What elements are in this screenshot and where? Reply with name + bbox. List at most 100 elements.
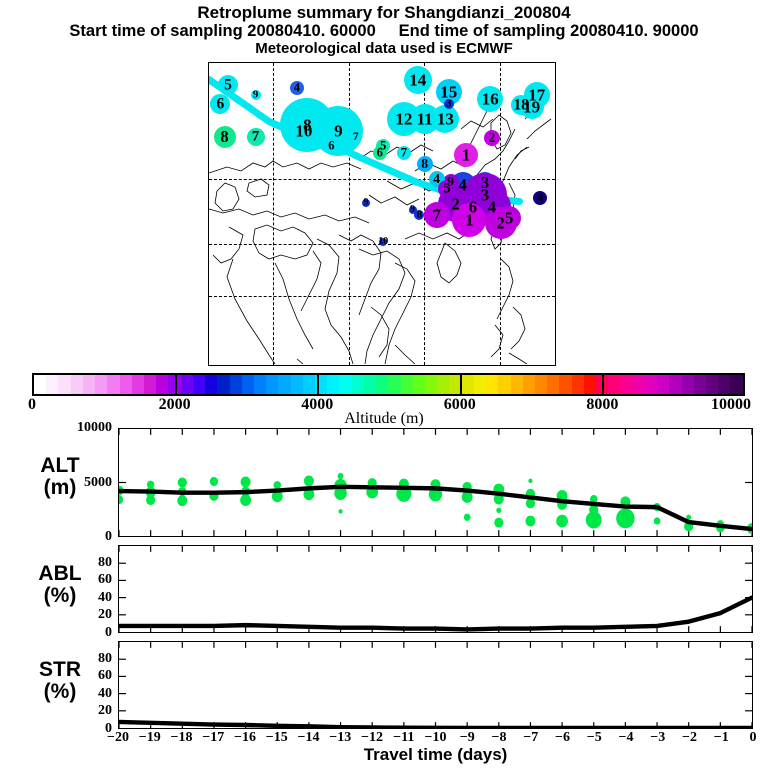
plume-marker-label: 3 xyxy=(480,185,490,205)
alt-axis-label: ALT (m) xyxy=(8,455,112,499)
plume-marker xyxy=(519,94,544,119)
str-label-line2: (%) xyxy=(43,679,77,703)
plume-marker xyxy=(250,89,261,100)
altitude-colorbar[interactable] xyxy=(32,373,745,396)
colorbar-swatch xyxy=(400,375,413,394)
abl-plot-area xyxy=(119,546,752,632)
plume-marker-label: 10 xyxy=(295,121,313,141)
plume-marker-label: 2 xyxy=(488,130,496,146)
x-axis-tick-label: −9 xyxy=(459,730,475,745)
x-axis-tick-label: −18 xyxy=(170,730,193,745)
map-gridline-vertical xyxy=(273,63,275,365)
x-axis-tick-label: −1 xyxy=(713,730,729,745)
colorbar-swatch xyxy=(107,375,120,394)
plume-marker-label: 9 xyxy=(334,121,343,141)
colorbar-swatch xyxy=(608,375,621,394)
colorbar-tick-label: 6000 xyxy=(443,396,476,413)
abl-axis-label: ABL (%) xyxy=(8,563,112,607)
x-axis-tick-label: −7 xyxy=(523,730,539,745)
plume-marker-label: 15 xyxy=(440,82,458,102)
y-axis-tick-label: 5000 xyxy=(84,474,112,490)
plume-marker-label: 8 xyxy=(303,115,312,135)
alt-label-line2: (m) xyxy=(43,475,77,499)
colorbar-separator xyxy=(602,373,605,396)
plume-marker-label: 5 xyxy=(380,138,387,153)
y-axis-tick-label: 0 xyxy=(105,625,112,640)
x-axis-tick-label: −3 xyxy=(650,730,666,745)
plume-marker xyxy=(217,74,238,95)
str-panel[interactable] xyxy=(118,641,753,729)
colorbar-tick-label: 0 xyxy=(28,396,36,413)
colorbar-swatch xyxy=(278,375,291,394)
alt-panel[interactable] xyxy=(118,428,753,537)
colorbar-swatch xyxy=(522,375,535,394)
plume-marker-label: 5 xyxy=(504,208,514,228)
x-axis-tick-label: −13 xyxy=(329,730,352,745)
colorbar-swatch xyxy=(217,375,230,394)
abl-label-line2: (%) xyxy=(43,583,77,607)
plume-marker-label: 1 xyxy=(465,210,474,230)
colorbar-swatch xyxy=(327,375,340,394)
colorbar-swatch xyxy=(547,375,560,394)
colorbar-swatch xyxy=(669,375,682,394)
abl-panel[interactable] xyxy=(118,545,753,633)
retroplume-map[interactable]: 5 6 9 4 8 7 8 10 9 6 7 12 11 13 14 15 3 16 17 18 19 5 6 7 8 2 1 9 10… xyxy=(208,62,556,366)
colorbar-swatch xyxy=(425,375,438,394)
x-axis-tick-label: −15 xyxy=(265,730,288,745)
colorbar-swatch xyxy=(229,375,242,394)
colorbar-swatch xyxy=(437,375,450,394)
plume-marker xyxy=(477,85,504,112)
colorbar-swatch xyxy=(632,375,645,394)
y-axis-tick-label: 0 xyxy=(105,721,112,736)
y-axis-tick-label: 80 xyxy=(98,554,112,570)
y-axis-tick-label: 40 xyxy=(98,589,112,605)
colorbar-swatch xyxy=(143,375,157,394)
colorbar-tick-label: 2000 xyxy=(158,396,191,413)
colorbar-swatch xyxy=(498,375,511,394)
plume-marker-label: 16 xyxy=(481,89,499,109)
y-axis-tick-label: 40 xyxy=(98,685,112,701)
plume-marker-label: 4 xyxy=(458,175,467,195)
colorbar-separator xyxy=(317,373,320,396)
plume-marker-label: 13 xyxy=(436,109,454,129)
colorbar-swatch xyxy=(657,375,670,394)
colorbar-swatch xyxy=(730,375,743,394)
plume-marker-label: 5 xyxy=(224,75,232,93)
plume-marker xyxy=(361,198,370,207)
y-axis-tick-label: 80 xyxy=(98,650,112,666)
plume-marker-label: 8 xyxy=(416,208,423,221)
colorbar-swatch xyxy=(706,375,719,394)
str-plot-area xyxy=(119,642,752,728)
sampling-times: Start time of sampling 20080410. 60000 E… xyxy=(69,22,699,41)
plume-marker-label: 7 xyxy=(432,205,441,225)
x-axis-tick-label: −4 xyxy=(618,730,634,745)
colorbar-swatch xyxy=(266,375,279,394)
colorbar-swatch xyxy=(95,375,108,394)
colorbar-tick-label: 4000 xyxy=(301,396,334,413)
colorbar-swatch xyxy=(302,375,316,394)
colorbar-swatch xyxy=(70,375,83,394)
plume-marker-label: 7 xyxy=(352,129,359,143)
plume-marker-label: 18 xyxy=(513,96,529,114)
colorbar-swatch xyxy=(339,375,352,394)
colorbar-swatch xyxy=(46,375,59,394)
plume-marker-label: 10 xyxy=(378,236,389,248)
alt-plot-area xyxy=(119,429,752,536)
map-overlay: 5 6 9 4 8 7 8 10 9 6 7 12 11 13 14 15 3 16 17 18 19 5 6 7 8 2 1 9 10… xyxy=(209,63,555,365)
colorbar-separator xyxy=(174,373,177,396)
colorbar-swatch xyxy=(559,375,572,394)
str-label-line1: STR xyxy=(39,658,81,681)
colorbar-swatch xyxy=(290,375,303,394)
plume-marker xyxy=(289,80,304,95)
y-axis-tick-label: 20 xyxy=(98,607,112,623)
x-axis-tick-label: −17 xyxy=(202,730,225,745)
plume-marker xyxy=(210,93,231,114)
plume-marker-label: 9 xyxy=(363,196,369,208)
map-gridline-horizontal xyxy=(209,296,555,298)
str-axis-label: STR (%) xyxy=(8,659,112,703)
x-axis-tick-label: −20 xyxy=(107,730,129,745)
y-axis-tick-label: 60 xyxy=(98,668,112,684)
colorbar-title: Altitude (m) xyxy=(344,410,424,427)
colorbar-swatch xyxy=(363,375,377,394)
colorbar-swatch xyxy=(205,375,218,394)
